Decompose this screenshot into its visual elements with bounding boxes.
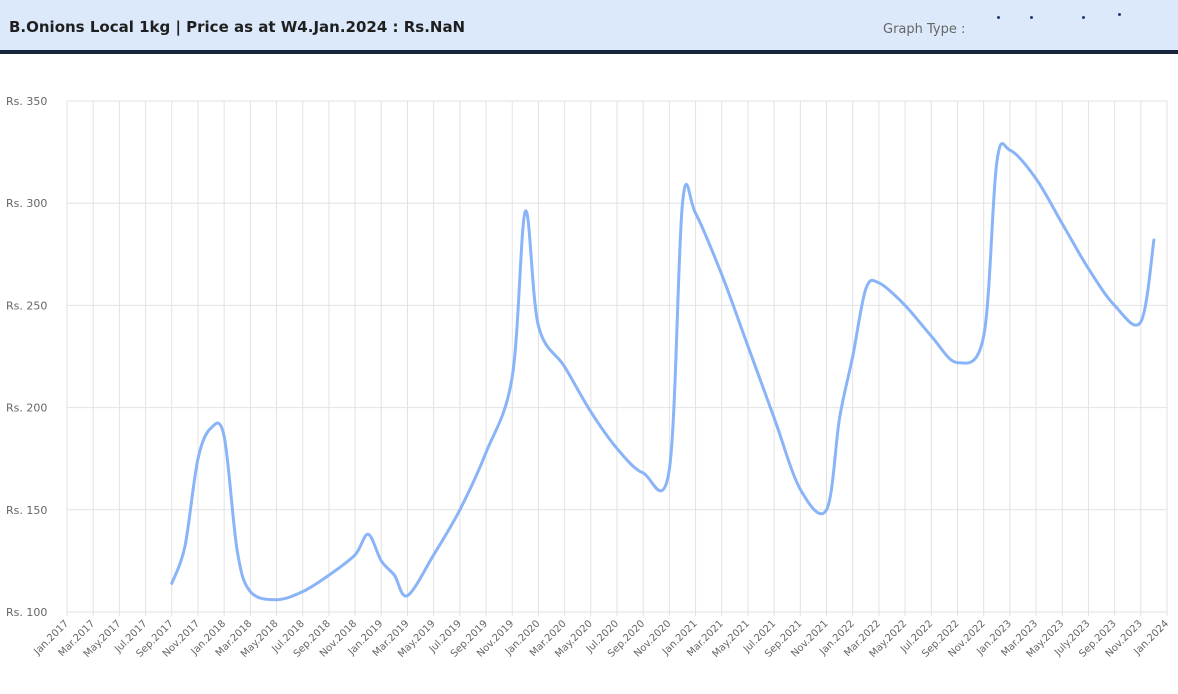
y-tick-label: Rs. 150 xyxy=(6,504,47,517)
y-tick-label: Rs. 300 xyxy=(6,197,47,210)
graph-type-label: Graph Type : xyxy=(883,22,966,37)
price-line-chart: Rs. 100 Rs. 150 Rs. 200 Rs. 250 Rs. 300 Rs. 3… xyxy=(6,95,1171,660)
y-tick-label: Rs. 350 xyxy=(6,95,47,108)
dot-decoration xyxy=(997,16,1000,19)
y-tick-label: Rs. 250 xyxy=(6,299,47,312)
page-title: B.Onions Local 1kg | Price as at W4.Jan.… xyxy=(9,18,466,36)
price-series-line xyxy=(170,142,1156,602)
header-bar: B.Onions Local 1kg | Price as at W4.Jan.… xyxy=(0,0,1178,54)
graph-type-select[interactable] xyxy=(985,8,1170,46)
dot-decoration xyxy=(1030,16,1033,19)
dot-decoration xyxy=(1118,13,1121,16)
y-tick-label: Rs. 100 xyxy=(6,606,47,619)
y-tick-label: Rs. 200 xyxy=(6,402,47,415)
dot-decoration xyxy=(1082,16,1085,19)
